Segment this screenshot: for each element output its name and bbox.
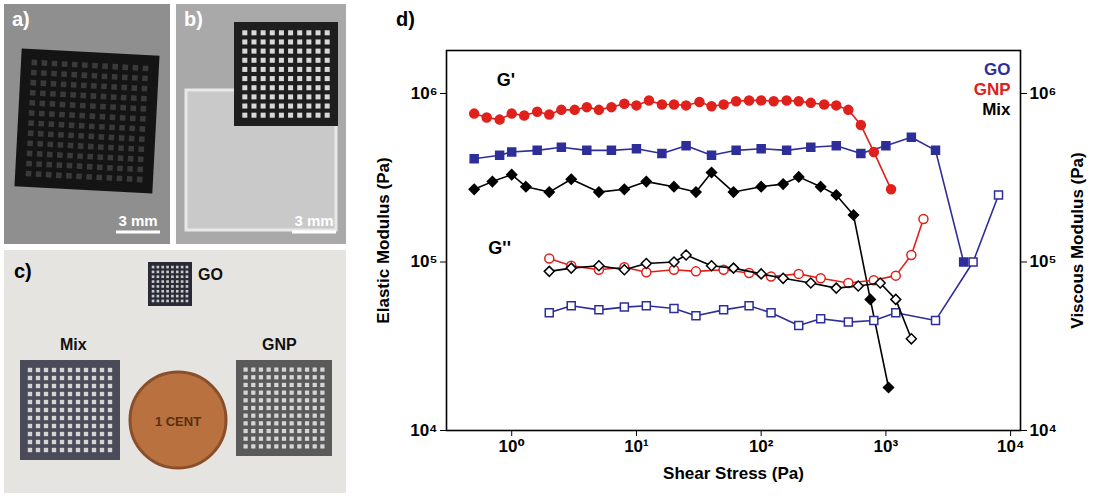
svg-text:a): a) <box>12 8 30 30</box>
svg-text:Viscous Modulus (Pa): Viscous Modulus (Pa) <box>1068 152 1087 328</box>
svg-text:G'': G'' <box>488 238 511 258</box>
svg-text:10³: 10³ <box>874 437 899 456</box>
svg-text:GNP: GNP <box>262 336 297 353</box>
svg-text:10⁴: 10⁴ <box>1030 421 1057 440</box>
svg-text:3 mm: 3 mm <box>294 212 333 229</box>
svg-text:Mix: Mix <box>60 336 87 353</box>
svg-text:10⁴: 10⁴ <box>410 421 437 440</box>
svg-text:b): b) <box>184 8 203 30</box>
svg-text:10¹: 10¹ <box>624 437 649 456</box>
svg-text:Elastic Modulus (Pa): Elastic Modulus (Pa) <box>374 157 393 323</box>
svg-text:G': G' <box>497 70 515 90</box>
svg-text:1 CENT: 1 CENT <box>155 414 201 429</box>
svg-text:10²: 10² <box>749 437 774 456</box>
svg-text:c): c) <box>14 260 32 282</box>
svg-text:10⁵: 10⁵ <box>411 252 438 271</box>
svg-text:10⁰: 10⁰ <box>499 437 525 456</box>
svg-text:GO: GO <box>198 266 223 283</box>
svg-text:Shear Stress (Pa): Shear Stress (Pa) <box>663 464 804 483</box>
svg-text:10⁶: 10⁶ <box>1030 84 1057 103</box>
svg-text:10⁵: 10⁵ <box>1030 252 1057 271</box>
svg-text:GO: GO <box>984 60 1010 79</box>
svg-text:Mix: Mix <box>982 100 1011 119</box>
html-text:d): d) <box>396 8 415 30</box>
svg-text:10⁶: 10⁶ <box>411 84 438 103</box>
svg-text:GNP: GNP <box>974 80 1011 99</box>
svg-text:3 mm: 3 mm <box>118 212 157 229</box>
svg-text:10⁴: 10⁴ <box>997 437 1024 456</box>
